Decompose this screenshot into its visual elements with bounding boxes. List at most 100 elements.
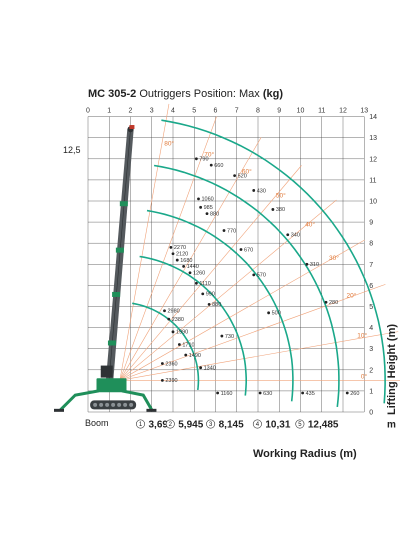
capacity-label: 770 (227, 228, 236, 234)
capacity-point (345, 391, 349, 395)
capacity-point (171, 252, 175, 256)
capacity-label: 880 (210, 211, 219, 217)
capacity-point (252, 189, 256, 192)
capacity-label: 520 (238, 173, 247, 179)
x-tick-label: 7 (235, 108, 239, 115)
x-tick-label: 12 (339, 108, 347, 115)
boom-number: 4 (256, 422, 260, 428)
capacity-label: 280 (329, 300, 338, 306)
capacity-point (201, 292, 205, 296)
capacity-point (184, 353, 188, 357)
capacity-point (182, 265, 186, 268)
boom-number: 2 (169, 422, 173, 428)
x-axis-title: Working Radius (m) (253, 448, 357, 460)
angle-label: 30° (329, 254, 339, 262)
capacity-label: 1260 (193, 271, 205, 277)
capacity-point (171, 330, 175, 334)
x-tick-label: 0 (86, 108, 90, 115)
capacity-label: 2390 (165, 378, 177, 384)
x-tick-label: 5 (192, 108, 196, 115)
boom-length-value: 5,945 (178, 420, 203, 431)
crane-track-wheel (123, 402, 128, 407)
boom-length-value: 3,695 (149, 420, 174, 431)
crane-outrigger-right (121, 389, 154, 411)
capacity-label: 430 (257, 188, 266, 194)
crane-track-wheel (129, 402, 134, 407)
capacity-point (222, 229, 226, 232)
capacity-label: 260 (350, 391, 359, 397)
max-height-label: 12,5 (63, 145, 81, 155)
x-tick-label: 9 (277, 108, 281, 115)
capacity-label: 880 (212, 302, 221, 308)
crane-tip-light (129, 125, 135, 130)
capacity-label: 380 (276, 207, 285, 213)
angle-line (119, 199, 337, 381)
capacity-label: 1710 (182, 342, 194, 348)
y-tick-label: 3 (369, 346, 373, 353)
capacity-label: 2270 (174, 245, 186, 251)
capacity-label: 2360 (165, 361, 177, 367)
capacity-point (188, 271, 192, 275)
crane-boom-section (115, 247, 124, 253)
capacity-label: 985 (204, 205, 213, 211)
x-tick-label: 8 (256, 108, 260, 115)
crane-outrigger-pad-right (146, 408, 157, 412)
capacity-point (301, 391, 305, 395)
capacity-label: 1060 (202, 197, 214, 203)
capacity-point (239, 248, 243, 251)
capacity-point (233, 174, 237, 178)
capacity-label: 500 (272, 311, 281, 317)
crane-track-wheel (105, 402, 110, 407)
boom-number-badge (295, 419, 305, 429)
boom-number: 3 (209, 422, 213, 428)
x-tick-label: 6 (214, 108, 218, 115)
boom-number-badge (165, 419, 175, 429)
angle-label: 10° (357, 331, 367, 339)
capacity-point (220, 334, 224, 338)
angle-label: 80° (164, 140, 174, 148)
capacity-label: 1440 (187, 264, 199, 270)
angle-line (119, 103, 170, 381)
crane-illustration (54, 125, 157, 412)
capacity-label: 670 (244, 247, 253, 253)
capacity-label: 660 (214, 163, 223, 169)
angle-label: 50° (276, 191, 286, 199)
capacity-point (258, 391, 262, 395)
angle-label: 60° (242, 168, 252, 176)
y-tick-label: 1 (369, 388, 373, 395)
y-tick-label: 5 (369, 304, 373, 311)
boom-label: Boom (85, 418, 109, 428)
capacity-label: 1110 (199, 281, 210, 287)
capacity-point (197, 197, 200, 201)
boom-number-badge (206, 419, 216, 429)
boom-angle-lines: 0° 10° 20° 30° 40° 50° 60° 70° 80° (119, 103, 400, 381)
capacity-point (167, 317, 171, 321)
y-tick-label: 13 (369, 135, 377, 142)
capacity-label: 1340 (204, 365, 216, 371)
boom-length-value: 12,485 (308, 420, 339, 431)
capacity-label: 1490 (189, 353, 201, 359)
crane-outrigger-left (59, 389, 99, 411)
x-tick-label: 10 (297, 108, 305, 115)
capacity-point (305, 262, 309, 266)
capacity-point (169, 246, 173, 249)
capacity-point (175, 258, 179, 262)
angle-label: 0° (361, 372, 368, 380)
crane-cab (100, 365, 113, 378)
capacity-point (194, 281, 198, 285)
crane-outrigger-pad-left (54, 408, 64, 412)
capacity-label: 790 (199, 157, 208, 163)
boom-length-value: 8,145 (219, 420, 244, 431)
boom-number: 1 (139, 422, 143, 428)
crane-track-wheel (117, 402, 122, 407)
y-tick-label: 9 (369, 220, 373, 227)
boom-length-curve (161, 119, 386, 404)
capacity-label: 630 (263, 391, 272, 397)
capacity-point (199, 366, 203, 370)
crane-boom-section (107, 340, 116, 346)
chart-title: MC 305-2 Outriggers Position: Max (kg) (88, 88, 283, 100)
y-tick-label: 2 (369, 367, 373, 374)
